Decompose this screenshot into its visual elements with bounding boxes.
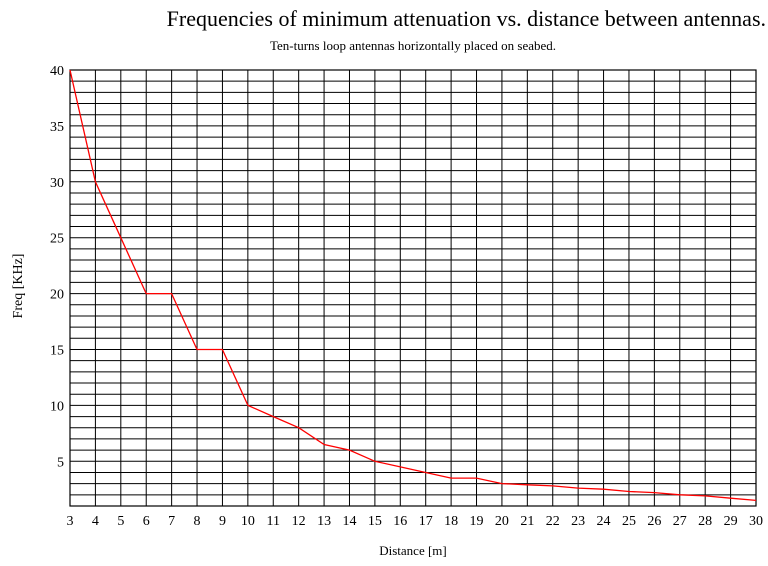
x-tick-label: 14 xyxy=(342,514,356,529)
x-tick-label: 15 xyxy=(368,514,382,529)
tick-labels: 3 4 5 6 7 8 9 10 11 12 13 14 15 16 17 18 19 20 21 22 23 24 25 2… xyxy=(50,64,763,529)
chart-title: Frequencies of minimum attenuation vs. d… xyxy=(0,6,768,32)
x-tick-label: 5 xyxy=(117,514,124,529)
x-tick-label: 11 xyxy=(267,514,280,529)
series-line xyxy=(69,69,757,502)
x-tick-label: 29 xyxy=(724,514,738,529)
chart-subtitle: Ten-turns loop antennas horizontally pla… xyxy=(269,38,557,53)
y-tick-label: 5 xyxy=(57,455,64,470)
x-tick-label: 7 xyxy=(168,514,175,529)
x-tick-label: 28 xyxy=(698,514,712,529)
y-tick-label: 35 xyxy=(50,120,64,135)
x-tick-label: 9 xyxy=(219,514,226,529)
chart-title-text: Frequencies of minimum attenuation vs. d… xyxy=(166,6,766,31)
x-tick-label: 19 xyxy=(470,514,484,529)
grid-lines xyxy=(69,69,757,507)
x-tick-label: 4 xyxy=(92,514,99,529)
x-tick-label: 16 xyxy=(393,514,407,529)
plot-frame xyxy=(69,69,757,507)
x-tick-label: 20 xyxy=(495,514,509,529)
x-tick-label: 3 xyxy=(67,514,74,529)
x-tick-label: 8 xyxy=(194,514,201,529)
x-tick-label: 6 xyxy=(143,514,150,529)
x-tick-label: 12 xyxy=(292,514,306,529)
x-tick-label: 17 xyxy=(419,514,433,529)
x-tick-label: 21 xyxy=(520,514,534,529)
y-tick-label: 10 xyxy=(50,399,64,414)
x-axis-label: Distance [m] xyxy=(379,543,447,558)
x-tick-label: 10 xyxy=(241,514,255,529)
y-tick-label: 15 xyxy=(50,343,64,358)
y-tick-label: 40 xyxy=(50,64,64,79)
y-tick-label: 20 xyxy=(50,288,64,303)
x-tick-label: 24 xyxy=(597,514,611,529)
x-tick-label: 22 xyxy=(546,514,560,529)
y-tick-label: 30 xyxy=(50,176,64,191)
x-tick-label: 27 xyxy=(673,514,687,529)
y-axis-label: Freq [KHz] xyxy=(11,254,26,319)
x-tick-label: 25 xyxy=(622,514,636,529)
x-tick-label: 26 xyxy=(647,514,661,529)
x-tick-label: 30 xyxy=(749,514,763,529)
y-tick-label: 25 xyxy=(50,232,64,247)
x-tick-label: 13 xyxy=(317,514,331,529)
x-tick-label: 23 xyxy=(571,514,585,529)
x-tick-label: 18 xyxy=(444,514,458,529)
